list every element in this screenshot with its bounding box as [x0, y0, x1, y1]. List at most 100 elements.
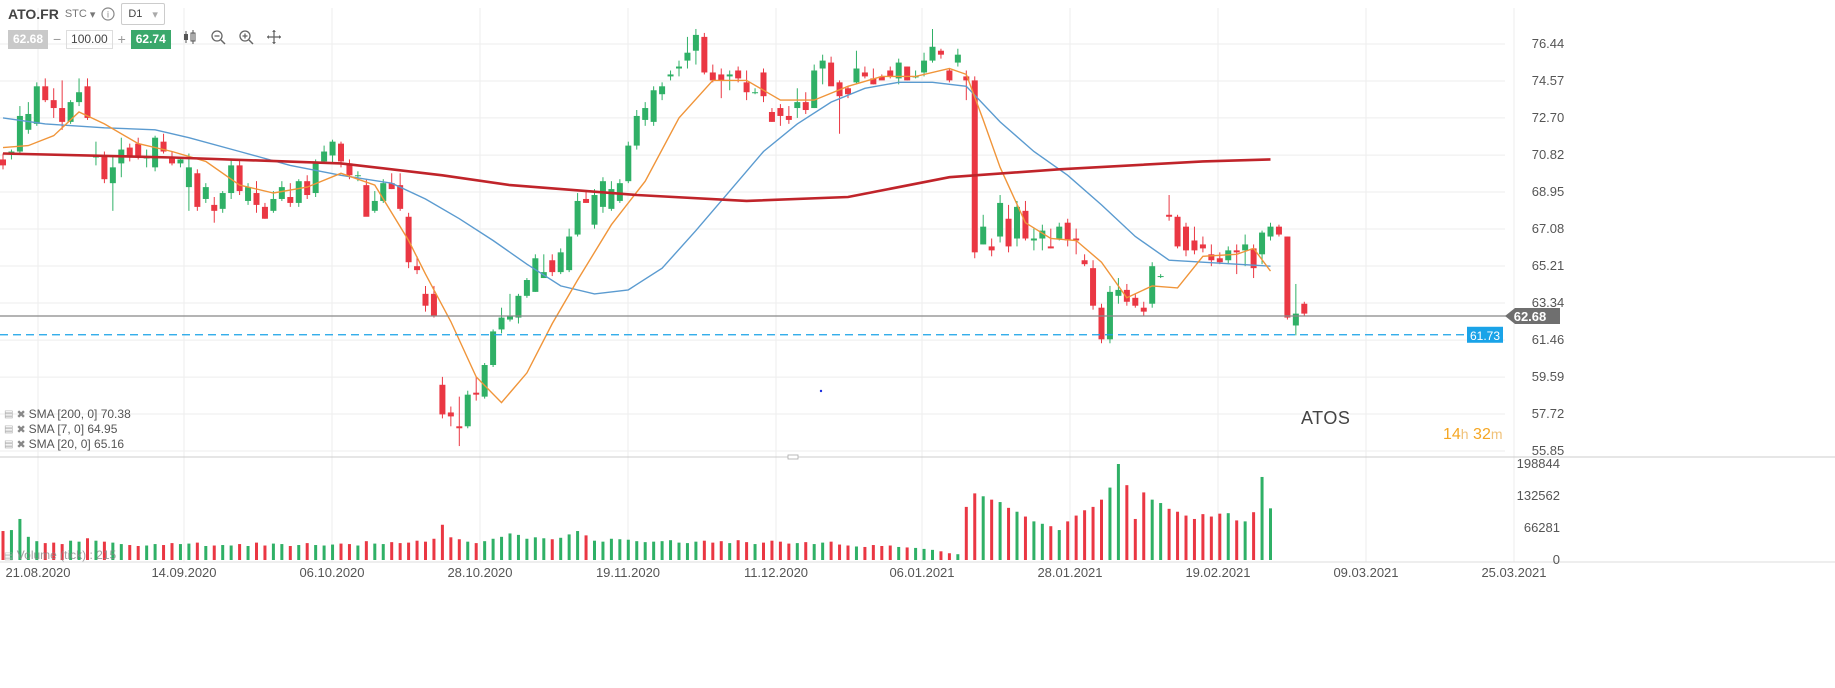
settings-icon[interactable]: ▤	[4, 438, 14, 450]
candle	[912, 70, 919, 79]
minus-icon[interactable]: −	[52, 31, 62, 47]
candle	[295, 179, 302, 207]
volume-bar	[60, 544, 64, 560]
volume-bar	[204, 545, 208, 560]
volume-bar	[474, 543, 478, 560]
volume-bar	[601, 541, 605, 560]
candle	[447, 406, 454, 427]
candle-body	[845, 88, 851, 95]
volume-bar	[364, 541, 368, 560]
candle-body	[878, 76, 885, 81]
candle-body	[1081, 260, 1088, 265]
volume-bar	[77, 541, 81, 560]
volume-bar	[711, 542, 715, 560]
legend-label: SMA [20, 0] 65.16	[28, 437, 125, 451]
candle	[1039, 224, 1046, 251]
volume-bar	[432, 538, 436, 560]
candle	[287, 183, 294, 207]
timer-minutes: 32	[1473, 426, 1491, 443]
volume-bar	[1074, 515, 1078, 560]
volume-bar	[981, 496, 985, 560]
volume-bar	[1192, 518, 1196, 560]
volume-bar	[1066, 521, 1070, 560]
legend-label: SMA [7, 0] 64.95	[28, 422, 118, 436]
info-icon[interactable]: i	[101, 7, 115, 21]
candle-body	[109, 167, 116, 184]
candle-body	[997, 202, 1004, 237]
price-lines: 62.68 61.73	[0, 307, 1560, 393]
volume-bar	[1125, 485, 1129, 560]
candle	[659, 82, 666, 101]
candle	[84, 78, 91, 120]
volume-bar	[195, 542, 199, 560]
candle	[1022, 200, 1029, 241]
buy-price-button[interactable]: 62.74	[130, 29, 171, 49]
symbol-label[interactable]: ATO.FR	[8, 6, 59, 22]
candle-body	[1267, 226, 1274, 237]
volume-bar	[1176, 511, 1180, 560]
candle	[473, 376, 480, 401]
candle	[126, 143, 133, 162]
price-tick-label: 59.59	[1532, 369, 1565, 384]
close-icon[interactable]: ✖	[16, 423, 26, 436]
volume-bar	[1040, 523, 1044, 560]
volume-bar	[931, 549, 934, 560]
plus-icon[interactable]: +	[117, 31, 126, 47]
candle-body	[169, 157, 175, 164]
crosshair-icon[interactable]	[266, 29, 282, 49]
candle	[642, 102, 649, 126]
date-tick-label: 09.03.2021	[1333, 565, 1398, 580]
candlestick-type-icon[interactable]	[182, 29, 198, 49]
candle-body	[219, 193, 226, 209]
close-icon[interactable]: ✖	[16, 438, 26, 451]
candle	[701, 32, 708, 75]
date-tick-label: 06.01.2021	[889, 565, 954, 580]
volume-bar	[466, 541, 470, 560]
settings-icon[interactable]: ▤	[4, 423, 14, 435]
order-panel: 62.68 − 100.00 + 62.74	[8, 29, 282, 49]
price-tick-label: 55.85	[1532, 443, 1565, 458]
zoom-out-icon[interactable]	[210, 29, 226, 49]
candle	[752, 88, 759, 95]
settings-icon[interactable]: ▤	[4, 408, 14, 420]
volume-bar	[677, 542, 681, 560]
volume-bar	[609, 538, 613, 560]
quantity-input[interactable]: 100.00	[66, 29, 113, 49]
pane-resize-handle	[787, 454, 799, 460]
candle-body	[802, 102, 809, 111]
zoom-in-icon[interactable]	[238, 29, 254, 49]
candle-timer: 14h 32m	[1443, 426, 1503, 444]
volume-bar	[846, 545, 850, 560]
date-tick-label: 28.01.2021	[1037, 565, 1102, 580]
candle	[1140, 301, 1147, 316]
candle-body	[481, 365, 488, 397]
sell-price-button[interactable]: 62.68	[8, 29, 49, 49]
price-tick-label: 70.82	[1532, 147, 1565, 162]
volume-bar	[1108, 487, 1112, 560]
candle-body	[1250, 248, 1257, 269]
timeframe-selector[interactable]: D1 ▾	[121, 3, 165, 25]
close-icon[interactable]: ✖	[16, 408, 26, 421]
timeframe-label: D1	[128, 8, 143, 20]
volume-bar	[1252, 512, 1256, 560]
candle-body	[701, 36, 708, 73]
candle-body	[971, 80, 978, 253]
volume-bar	[990, 499, 994, 560]
volume-bars	[1, 464, 1272, 560]
exchange-selector[interactable]: STC ▾	[65, 8, 96, 21]
candle-body	[1166, 214, 1173, 217]
candle	[422, 285, 429, 312]
candle	[566, 228, 573, 273]
candle	[152, 135, 159, 172]
candle	[185, 153, 192, 211]
candle-body	[980, 226, 987, 245]
candle-body	[1047, 246, 1054, 249]
settings-icon[interactable]: ▤	[4, 551, 14, 562]
volume-bar	[559, 537, 563, 560]
candle	[819, 54, 826, 85]
candle-body	[371, 200, 378, 211]
candle	[1157, 274, 1164, 279]
candle-body	[1132, 297, 1139, 306]
volume-bar	[685, 543, 689, 560]
